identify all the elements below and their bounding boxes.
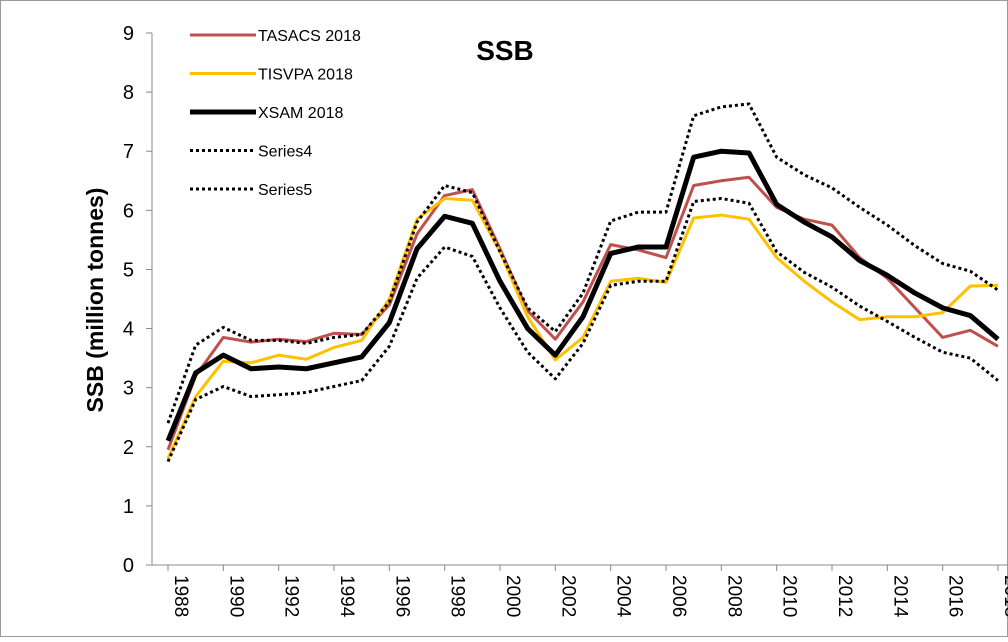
x-tick-label: 2004 [613,575,634,618]
x-tick-label: 2000 [502,575,523,617]
x-tick-label: 2016 [945,575,966,617]
legend-label: TASACS 2018 [258,28,361,45]
y-tick-label: 8 [123,82,134,104]
legend-label: Series4 [258,144,312,161]
y-tick-label: 4 [123,319,134,341]
legend-label: TISVPA 2018 [258,67,353,84]
series-line [166,197,999,460]
x-tick-label: 1998 [447,575,468,617]
legend-label: Series5 [258,182,312,199]
y-tick-label: 0 [123,555,134,577]
x-tick-label: 1992 [281,575,302,617]
x-tick-label: 2006 [668,575,689,617]
y-tick-label: 1 [123,496,134,518]
y-tick-label: 9 [123,23,134,45]
y-tick-label: 2 [123,437,134,459]
x-tick-label: 2010 [779,575,800,617]
y-axis-label: SSB (million tonnes) [82,188,108,413]
y-tick-label: 7 [123,141,134,163]
y-tick-label: 6 [123,200,134,222]
x-tick-label: 1990 [225,575,246,617]
x-tick-label: 1996 [391,575,412,617]
x-tick-label: 2002 [557,575,578,617]
legend-label: XSAM 2018 [258,105,343,122]
chart-title: SSB [476,35,534,66]
x-tick-label: 2014 [889,575,910,618]
y-tick-label: 3 [123,378,134,400]
x-tick-label: 2018 [1000,575,1008,617]
x-tick-label: 1994 [336,575,357,618]
x-tick-label: 2008 [723,575,744,617]
x-tick-label: 2012 [834,575,855,617]
series-line [165,148,1000,442]
x-tick-label: 1988 [170,575,191,617]
y-tick-label: 5 [123,259,134,281]
